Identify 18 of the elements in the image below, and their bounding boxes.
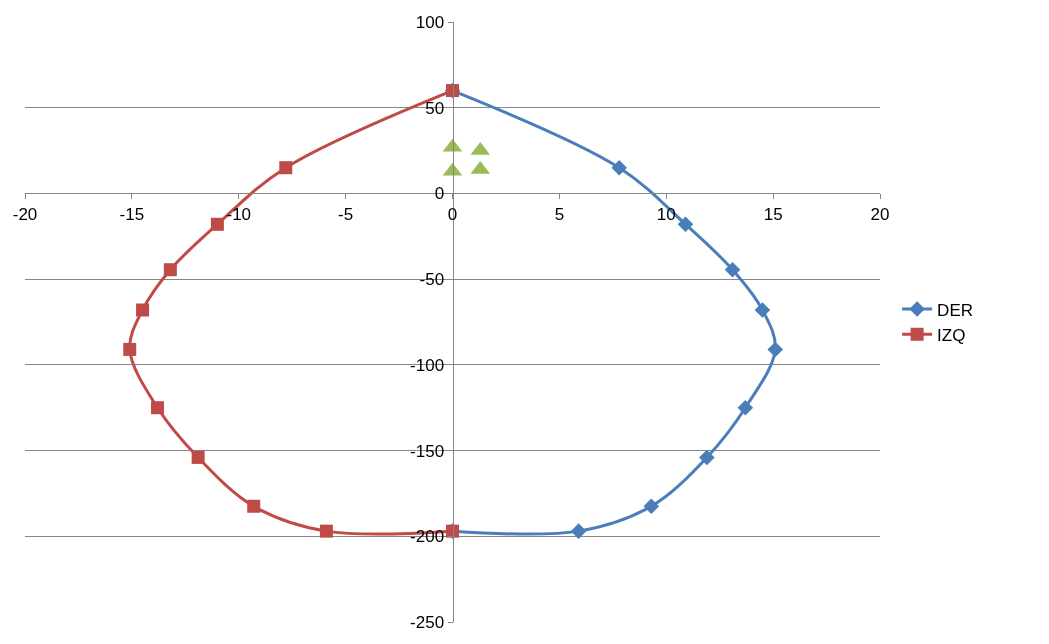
- y-tick-label: -50: [419, 270, 445, 290]
- legend-label: IZQ: [937, 325, 966, 345]
- x-tick-label: 0: [447, 204, 458, 224]
- y-tick-label: 100: [415, 12, 445, 32]
- x-tick-label: -15: [119, 204, 145, 224]
- x-tick-label: -10: [226, 204, 252, 224]
- x-tick-label: -20: [12, 204, 38, 224]
- x-tick-label: 20: [870, 204, 890, 224]
- y-tick-label: -100: [410, 355, 445, 375]
- y-tick-label: 0: [434, 184, 445, 204]
- legend-label: DER: [937, 300, 974, 320]
- x-tick-label: 10: [656, 204, 676, 224]
- y-tick-label: -150: [410, 441, 445, 461]
- y-tick-label: 50: [425, 98, 445, 118]
- y-tick-label: -250: [410, 612, 445, 632]
- x-tick-label: 5: [554, 204, 565, 224]
- x-tick-label: 15: [763, 204, 783, 224]
- x-tick-label: -5: [338, 204, 354, 224]
